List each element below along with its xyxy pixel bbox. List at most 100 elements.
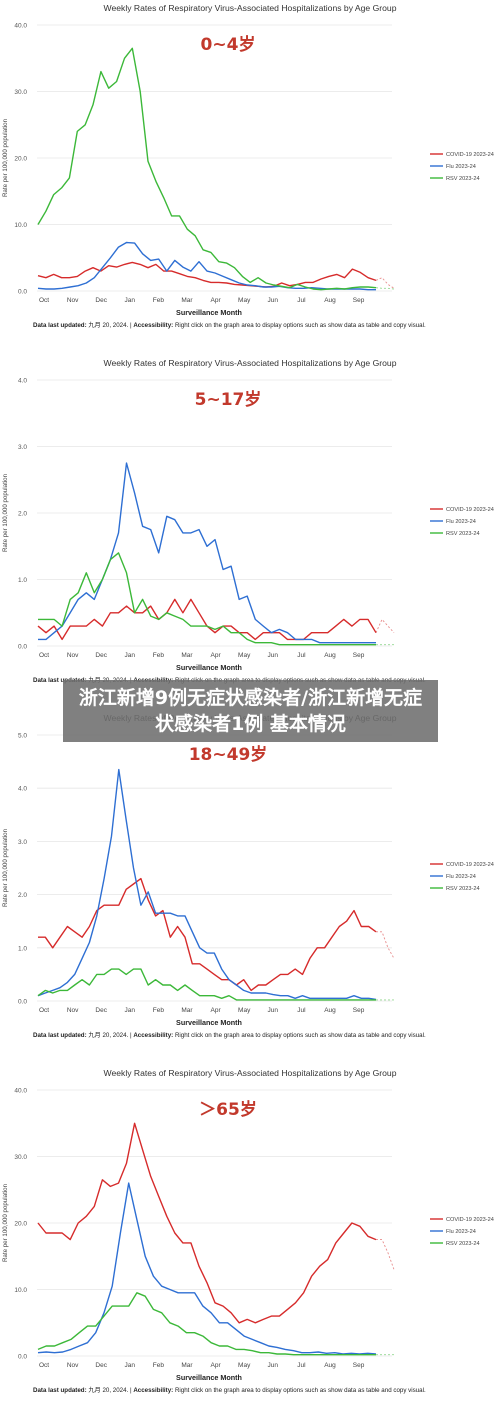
series-projection [376, 1239, 395, 1270]
series-line-flu[interactable] [38, 462, 376, 644]
y-tick-label: 0.0 [18, 289, 27, 296]
y-tick-label: 4.0 [18, 786, 27, 793]
series-line-covid[interactable] [37, 598, 377, 641]
x-tick-label: Mar [181, 297, 193, 304]
x-tick-label: Jan [125, 1362, 136, 1369]
x-tick-label: Jun [268, 652, 279, 659]
series-projection [375, 618, 395, 634]
y-tick-label: 30.0 [14, 89, 27, 96]
y-tick-label: 40.0 [14, 23, 27, 30]
y-tick-label: 2.0 [18, 892, 27, 899]
x-axis-label: Surveillance Month [176, 663, 242, 672]
series-line-covid[interactable] [37, 1122, 377, 1324]
series-line-rsv[interactable] [37, 968, 376, 1001]
x-tick-label: Aug [324, 1362, 336, 1369]
footer-part: Right click on the graph area to display… [173, 1032, 426, 1039]
y-tick-label: 20.0 [14, 1221, 27, 1228]
legend-label: COVID-19 2023-24 [446, 1217, 494, 1223]
x-tick-label: Aug [324, 1007, 336, 1014]
x-tick-label: Sep [353, 1007, 365, 1014]
legend-label: Flu 2023-24 [446, 164, 476, 170]
x-tick-label: Aug [324, 297, 336, 304]
series-line-flu[interactable] [37, 1182, 377, 1355]
chart-svg[interactable]: Weekly Rates of Respiratory Virus-Associ… [0, 710, 500, 1065]
x-tick-label: May [238, 1007, 251, 1014]
y-axis-label: Rate per 100,000 population [2, 118, 9, 197]
overlay-banner: 浙江新增9例无症状感染者/浙江新增无症状感染者1例 基本情况 [63, 680, 438, 742]
y-axis-label: Rate per 100,000 population [2, 828, 9, 907]
chart-svg[interactable]: Weekly Rates of Respiratory Virus-Associ… [0, 355, 500, 710]
chart-title: Weekly Rates of Respiratory Virus-Associ… [104, 358, 397, 368]
x-tick-label: Jun [268, 297, 279, 304]
x-tick-label: Jan [125, 1007, 136, 1014]
x-tick-label: Feb [153, 297, 165, 304]
footer-part: 九月 20, 2024. | [87, 1386, 134, 1394]
x-tick-label: May [238, 652, 251, 659]
series-line-flu[interactable] [37, 768, 377, 1001]
chart-panel: Weekly Rates of Respiratory Virus-Associ… [0, 0, 500, 355]
x-tick-label: Jul [297, 297, 306, 304]
x-tick-label: Feb [153, 1362, 165, 1369]
legend-label: RSV 2023-24 [446, 531, 480, 537]
y-tick-label: 10.0 [14, 222, 27, 229]
x-tick-label: Apr [211, 297, 222, 304]
chart-title: Weekly Rates of Respiratory Virus-Associ… [104, 1068, 397, 1078]
x-tick-label: Oct [39, 652, 49, 659]
legend-label: RSV 2023-24 [446, 1241, 480, 1247]
chart-svg[interactable]: Weekly Rates of Respiratory Virus-Associ… [0, 1065, 500, 1420]
y-tick-label: 0.0 [18, 999, 27, 1006]
series-projection [375, 277, 395, 289]
chart-panel: Weekly Rates of Respiratory Virus-Associ… [0, 1065, 500, 1420]
series-line-covid[interactable] [37, 261, 377, 288]
footer-part: Accessibility: [133, 322, 173, 329]
age-group-label: 0~4岁 [201, 34, 256, 55]
x-tick-label: Oct [39, 1362, 49, 1369]
chart-svg[interactable]: Weekly Rates of Respiratory Virus-Associ… [0, 0, 500, 355]
footer-part: Data last updated: [33, 677, 87, 684]
x-tick-label: Nov [67, 652, 79, 659]
x-tick-label: Jan [125, 652, 136, 659]
legend-label: RSV 2023-24 [446, 886, 480, 892]
chart-panel: Weekly Rates of Respiratory Virus-Associ… [0, 355, 500, 710]
y-axis-label: Rate per 100,000 population [2, 1183, 9, 1262]
x-axis-label: Surveillance Month [176, 308, 242, 317]
y-tick-label: 2.0 [18, 511, 27, 518]
x-tick-label: May [238, 1362, 251, 1369]
x-tick-label: Sep [353, 1362, 365, 1369]
y-tick-label: 30.0 [14, 1154, 27, 1161]
x-tick-label: Jan [125, 297, 136, 304]
x-axis-label: Surveillance Month [176, 1373, 242, 1382]
series-projection [375, 287, 395, 290]
footer-part: 九月 20, 2024. | [87, 321, 134, 329]
footer-part: Accessibility: [133, 1032, 173, 1039]
series-line-rsv[interactable] [37, 1292, 376, 1356]
x-tick-label: Dec [95, 652, 107, 659]
x-tick-label: Dec [95, 1007, 107, 1014]
x-tick-label: May [238, 297, 251, 304]
x-tick-label: Jun [268, 1007, 279, 1014]
x-tick-label: Sep [353, 297, 365, 304]
age-group-label: 5~17岁 [195, 389, 262, 410]
y-tick-label: 0.0 [18, 1354, 27, 1361]
chart-title: Weekly Rates of Respiratory Virus-Associ… [104, 3, 397, 13]
series-line-rsv[interactable] [37, 47, 377, 291]
x-tick-label: Sep [353, 652, 365, 659]
footer-part: Data last updated: [33, 322, 87, 329]
y-tick-label: 20.0 [14, 156, 27, 163]
series-projection [376, 931, 395, 959]
footer-note: Data last updated: 九月 20, 2024. | Access… [33, 1386, 426, 1394]
legend-label: COVID-19 2023-24 [446, 862, 494, 868]
x-tick-label: Oct [39, 297, 49, 304]
series-line-flu[interactable] [37, 241, 376, 291]
x-tick-label: Apr [211, 1362, 222, 1369]
age-group-label: 18~49岁 [189, 744, 268, 765]
series-line-covid[interactable] [38, 877, 377, 992]
series-line-rsv[interactable] [38, 552, 376, 646]
x-tick-label: Mar [181, 652, 193, 659]
x-tick-label: Dec [95, 1362, 107, 1369]
legend-label: COVID-19 2023-24 [446, 507, 494, 513]
footer-part: Right click on the graph area to display… [173, 322, 426, 329]
y-tick-label: 1.0 [18, 577, 27, 584]
x-tick-label: Nov [67, 1007, 79, 1014]
y-tick-label: 3.0 [18, 839, 27, 846]
